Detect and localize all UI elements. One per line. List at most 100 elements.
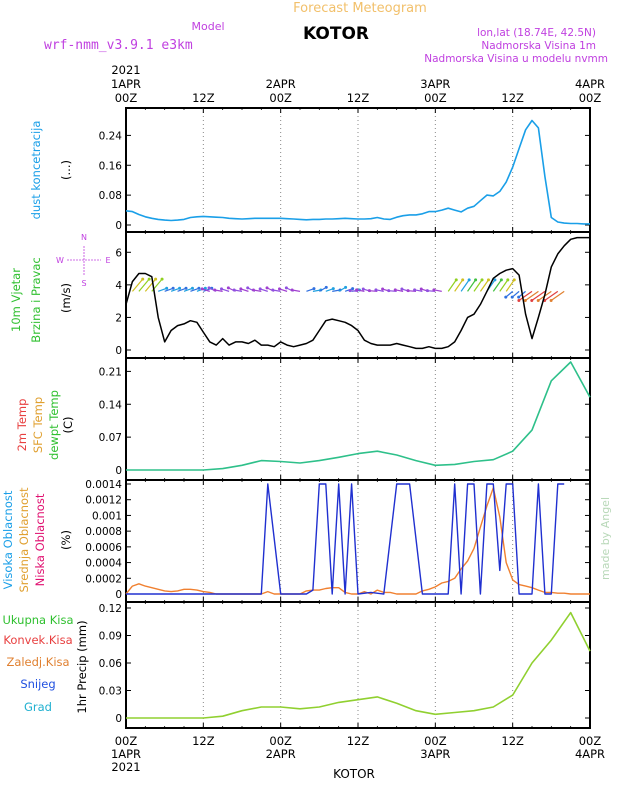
dust-line xyxy=(125,119,590,225)
wind-arrow-head xyxy=(226,286,230,290)
wind-arrow xyxy=(550,290,565,302)
temp-2m-label: 2m Temp xyxy=(15,399,29,452)
wind-arrow-head xyxy=(200,287,204,291)
wind-arrow-head xyxy=(374,288,378,292)
footer-station: KOTOR xyxy=(333,767,375,781)
temp-unit-label: (C) xyxy=(61,416,75,433)
top-date-label: 1APR xyxy=(111,77,141,91)
compass-label: W xyxy=(56,256,64,265)
top-tick-label: 12Z xyxy=(347,91,370,105)
top-tick-label: 12Z xyxy=(501,91,524,105)
wind-arrow-head xyxy=(271,288,275,292)
wind-arrow-head xyxy=(493,278,497,282)
wind-arrow-head xyxy=(220,287,224,291)
compass-label: N xyxy=(81,233,87,242)
bottom-date-label: 1APR xyxy=(111,747,141,761)
y-tick-label: 0.14 xyxy=(99,399,123,411)
y-tick-label: 0.0008 xyxy=(85,526,122,538)
wind-arrow-head xyxy=(147,277,151,281)
cloud-unit-label: (%) xyxy=(59,530,73,550)
wind-arrow-head xyxy=(258,287,262,291)
y-tick-label: 0.16 xyxy=(99,160,123,172)
precip-legend-label: Zaledj.Kisa xyxy=(6,655,69,669)
wind-arrow-head xyxy=(232,288,236,292)
wind-arrow xyxy=(505,279,515,292)
top-tick-label: 00Z xyxy=(424,91,447,105)
wind-arrow-head xyxy=(265,286,269,290)
y-tick-label: 2 xyxy=(115,312,122,324)
wind-arrow-head xyxy=(344,285,348,289)
bottom-date-label: 4APR xyxy=(575,747,605,761)
wind-arrow-head xyxy=(165,286,169,290)
wind-arrow-head xyxy=(290,288,294,292)
wind-arrow xyxy=(492,279,502,292)
wind-arrow-head xyxy=(246,286,250,290)
bottom-tick-label: 12Z xyxy=(347,734,370,748)
compass-label: E xyxy=(105,256,110,265)
y-tick-label: 0 xyxy=(115,589,122,601)
wind-arrow xyxy=(447,279,457,292)
wind-arrow-head xyxy=(203,286,207,290)
watermark: made by Angel xyxy=(599,497,612,580)
y-tick-label: 0.06 xyxy=(99,658,123,670)
wind-arrow-head xyxy=(510,295,514,299)
top-date-label: 2APR xyxy=(266,77,296,91)
precip-legend-label: Grad xyxy=(24,700,52,714)
wind-arrow-head xyxy=(190,286,194,290)
y-tick-label: 0 xyxy=(115,713,122,725)
wind-arrow-head xyxy=(506,278,510,282)
top-date-label: 4APR xyxy=(575,77,605,91)
wind-arrow-head xyxy=(454,278,458,282)
top-year-label: 2021 xyxy=(111,63,140,77)
wind-arrow-head xyxy=(207,286,211,290)
wind-arrow-head xyxy=(312,287,316,291)
bottom-date-label: 2APR xyxy=(266,747,296,761)
panels: 0 0.08 0.16 0.24 dust koncetracija (...) 0 2 4 6 1… xyxy=(1,107,591,729)
wind-arrow-head xyxy=(393,288,397,292)
wind-arrow xyxy=(190,287,200,292)
model-name: wrf-nmm_v3.9.1 e3km xyxy=(44,38,193,53)
y-tick-label: 0.07 xyxy=(99,432,122,444)
wind-arrow-head xyxy=(512,278,516,282)
y-tick-label: 0 xyxy=(115,220,122,232)
wind-arrow-head xyxy=(154,277,158,281)
y-tick-label: 0.09 xyxy=(99,631,122,643)
wind-arrow-head xyxy=(432,288,436,292)
wind-arrow-head xyxy=(425,289,429,293)
wind-axis-label: Brzina i Pravac xyxy=(29,257,43,342)
bottom-date-label: 3APR xyxy=(420,747,450,761)
y-tick-label: 0.24 xyxy=(99,130,123,142)
precip-legend-label: Konvek.Kisa xyxy=(3,633,72,647)
wind-arrow-head xyxy=(499,278,503,282)
bottom-year-label: 2021 xyxy=(111,760,140,774)
altitude-label: Nadmorska Visina 1m xyxy=(481,40,596,52)
wind-arrow xyxy=(544,290,559,302)
panel-frame xyxy=(125,601,591,729)
bottom-tick-label: 00Z xyxy=(115,734,138,748)
dust-panel: 0 0.08 0.16 0.24 dust koncetracija (...) xyxy=(29,107,591,233)
precip-unit-label: 1hr Precip (mm) xyxy=(75,620,89,713)
cloud-high-label: Visoka Oblacnost xyxy=(1,490,15,589)
wind-arrow-head xyxy=(184,286,188,290)
wind-arrow-head xyxy=(480,278,484,282)
precip-legend-label: Ukupna Kisa xyxy=(2,613,73,627)
y-tick-label: 0.0014 xyxy=(85,479,122,491)
compass-label: S xyxy=(81,279,86,288)
model-label: Model xyxy=(191,20,224,33)
y-tick-label: 0.0012 xyxy=(85,495,122,507)
figure-title: Forecast Meteogram xyxy=(293,1,427,16)
wind-arrow xyxy=(454,279,464,292)
wind-panel: 0 2 4 6 10m Vjetar Brzina i Pravac (m/s) N S W E xyxy=(9,231,591,359)
y-tick-label: 0.08 xyxy=(99,190,122,202)
wind-arrow-head xyxy=(400,287,404,291)
model-altitude-label: Nadmorska Visina u modelu nvmm xyxy=(424,53,608,65)
wind-arrow xyxy=(177,287,187,292)
wind-arrow xyxy=(467,279,477,292)
y-tick-label: 0.0004 xyxy=(85,558,122,570)
wind-arrow-head xyxy=(461,278,465,282)
wind-arrow-head xyxy=(251,288,255,292)
wind-arrow-head xyxy=(474,278,478,282)
wind-arrow-head xyxy=(141,277,145,281)
